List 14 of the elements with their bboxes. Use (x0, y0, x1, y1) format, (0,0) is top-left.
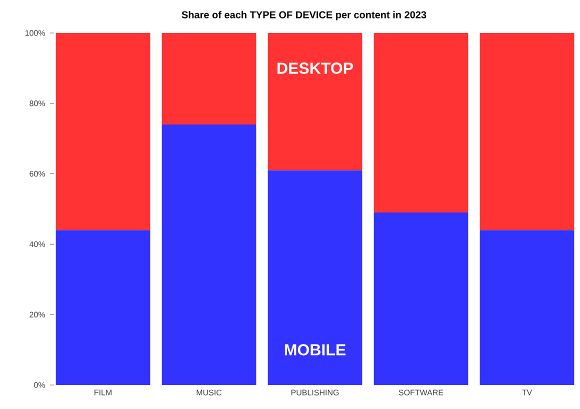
y-tick-label: 20% (30, 312, 46, 318)
y-tick-label: 40% (29, 241, 46, 248)
y-tick-label: 80% (30, 100, 46, 106)
x-tick-label: SOFTWARE (398, 390, 444, 396)
series-label: DESKTOP (278, 62, 353, 74)
chart-title: Share of each TYPE OF DEVICE per content in 2023 (182, 11, 426, 20)
y-tick-label: 100% (25, 30, 46, 36)
y-tick-label: 0% (34, 382, 46, 388)
x-tick-label: TV (522, 390, 532, 396)
x-tick-label: PUBLISHING (291, 390, 339, 396)
y-tick-label: 60% (30, 170, 46, 177)
x-tick-label: MUSIC (196, 390, 222, 396)
x-tick-label: FILM (94, 390, 112, 396)
series-label: MOBILE (284, 344, 346, 356)
